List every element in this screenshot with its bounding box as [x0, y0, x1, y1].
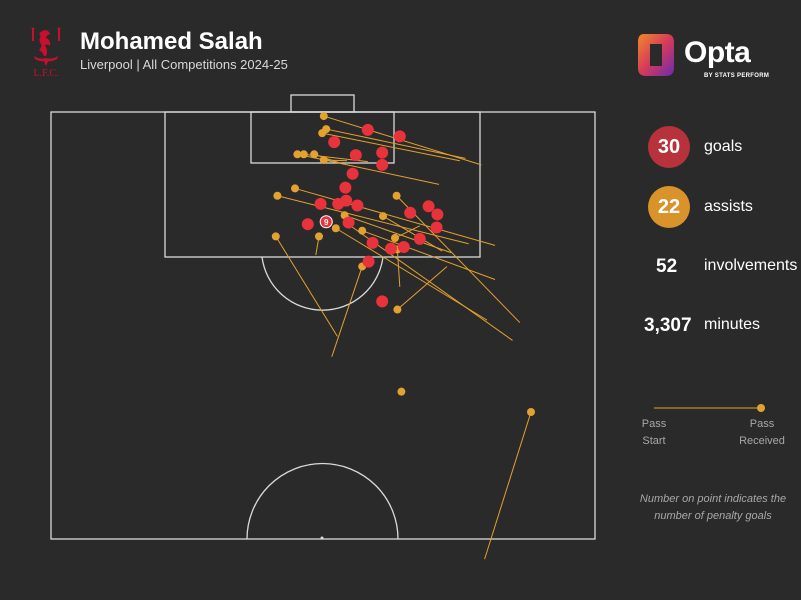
- goal-point-19: [301, 218, 314, 231]
- assist-pass-line-10: [396, 195, 521, 323]
- goal-point-24: [385, 242, 397, 255]
- minutes-count: 3,307: [644, 315, 692, 336]
- assist-pass-line-21: [397, 266, 448, 310]
- assist-pass-line-6: [297, 153, 440, 185]
- goal-point-1: [361, 123, 374, 136]
- goal-point-15: [431, 208, 444, 221]
- assist-point-8: [291, 184, 299, 193]
- goal-point-13: [422, 200, 435, 213]
- assist-pass-line-5: [314, 153, 344, 165]
- goal-point-11: [332, 197, 345, 210]
- assist-pass-line-12: [382, 215, 443, 252]
- assist-point-15: [358, 226, 367, 235]
- assist-point-6: [293, 150, 302, 159]
- assist-point-17: [271, 232, 280, 241]
- assist-pass-line-19: [396, 249, 401, 287]
- opta-wordmark: Opta: [684, 36, 751, 69]
- penalty-note: Number on point indicates the number of …: [639, 493, 787, 522]
- assist-point-12: [379, 212, 387, 221]
- goal-point-3: [328, 136, 341, 149]
- assist-pass-line-2: [326, 128, 466, 159]
- assists-label: assists: [704, 198, 753, 215]
- goal-point-23: [397, 240, 410, 253]
- assist-point-7: [319, 155, 328, 164]
- goals-count: 30: [657, 135, 681, 158]
- assists-count: 22: [657, 195, 681, 218]
- pitch-outline: [50, 111, 596, 540]
- penalty-arc: [261, 256, 384, 311]
- involvements-count: 52: [656, 256, 678, 277]
- goal-point-7: [346, 167, 359, 180]
- goal-point-26: [376, 295, 389, 308]
- goals-label: goals: [704, 138, 743, 155]
- page-title: Mohamed Salah: [80, 28, 263, 55]
- assist-point-5: [310, 150, 319, 159]
- goal-point-25: [362, 255, 375, 268]
- assist-pass-line-18: [394, 225, 421, 239]
- minutes-label: minutes: [704, 316, 761, 333]
- assist-pass-line-23: [484, 411, 532, 560]
- opta-tagline: BY STATS PERFORM: [704, 73, 770, 79]
- assist-point-22: [397, 387, 406, 396]
- goal-point-5: [349, 149, 362, 162]
- assist-pass-line-14: [335, 227, 488, 321]
- page-subtitle: Liverpool | All Competitions 2024-25: [80, 57, 288, 72]
- penalty-goals-label: 9: [324, 218, 329, 227]
- goal-point-2: [393, 130, 406, 143]
- liverpool-crest-icon: L.F.C.: [31, 27, 61, 78]
- assist-point-18: [391, 234, 399, 243]
- assist-pass-line-11: [344, 214, 452, 254]
- legend-pass-point: [757, 404, 765, 412]
- goal-frame: [290, 94, 355, 113]
- assist-point-21: [393, 305, 402, 314]
- assist-point-23: [527, 407, 535, 416]
- goal-point-6: [376, 158, 389, 171]
- opta-logo-icon: [638, 34, 674, 76]
- assist-point-1: [319, 112, 328, 121]
- goal-point-17: [319, 215, 333, 229]
- assist-pass-line-9: [277, 195, 469, 245]
- legend-pass-received: Pass Received: [739, 418, 785, 447]
- goal-point-8: [339, 181, 352, 194]
- crest-text: L.F.C.: [33, 68, 58, 78]
- assist-pass-line-17: [275, 236, 338, 337]
- assist-pass-line-8: [294, 187, 496, 246]
- goal-point-21: [413, 232, 426, 245]
- centre-spot: [320, 536, 324, 540]
- pitch-lines: [50, 94, 596, 540]
- involvements-label: involvements: [704, 257, 798, 274]
- assist-pass-line-15: [362, 230, 496, 280]
- assists-count-badge: 22: [648, 186, 690, 228]
- goals-count-badge: 30: [648, 126, 690, 168]
- assist-pass-line-3: [322, 132, 460, 162]
- goal-point-10: [314, 197, 327, 210]
- assist-point-16: [315, 232, 323, 241]
- assist-point-14: [331, 224, 340, 233]
- assist-pass-line-20: [331, 266, 363, 357]
- goal-point-14: [404, 206, 417, 219]
- legend-pass-start: Pass Start: [641, 418, 667, 447]
- goal-point-18: [342, 216, 355, 229]
- goal-point-22: [366, 236, 379, 249]
- assist-point-10: [392, 191, 401, 200]
- goal-point-20: [430, 221, 443, 234]
- centre-circle: [246, 462, 399, 540]
- assist-point-9: [273, 191, 282, 200]
- assist-point-3: [318, 129, 327, 138]
- goal-point-4: [376, 146, 389, 159]
- goal-point-12: [351, 199, 364, 212]
